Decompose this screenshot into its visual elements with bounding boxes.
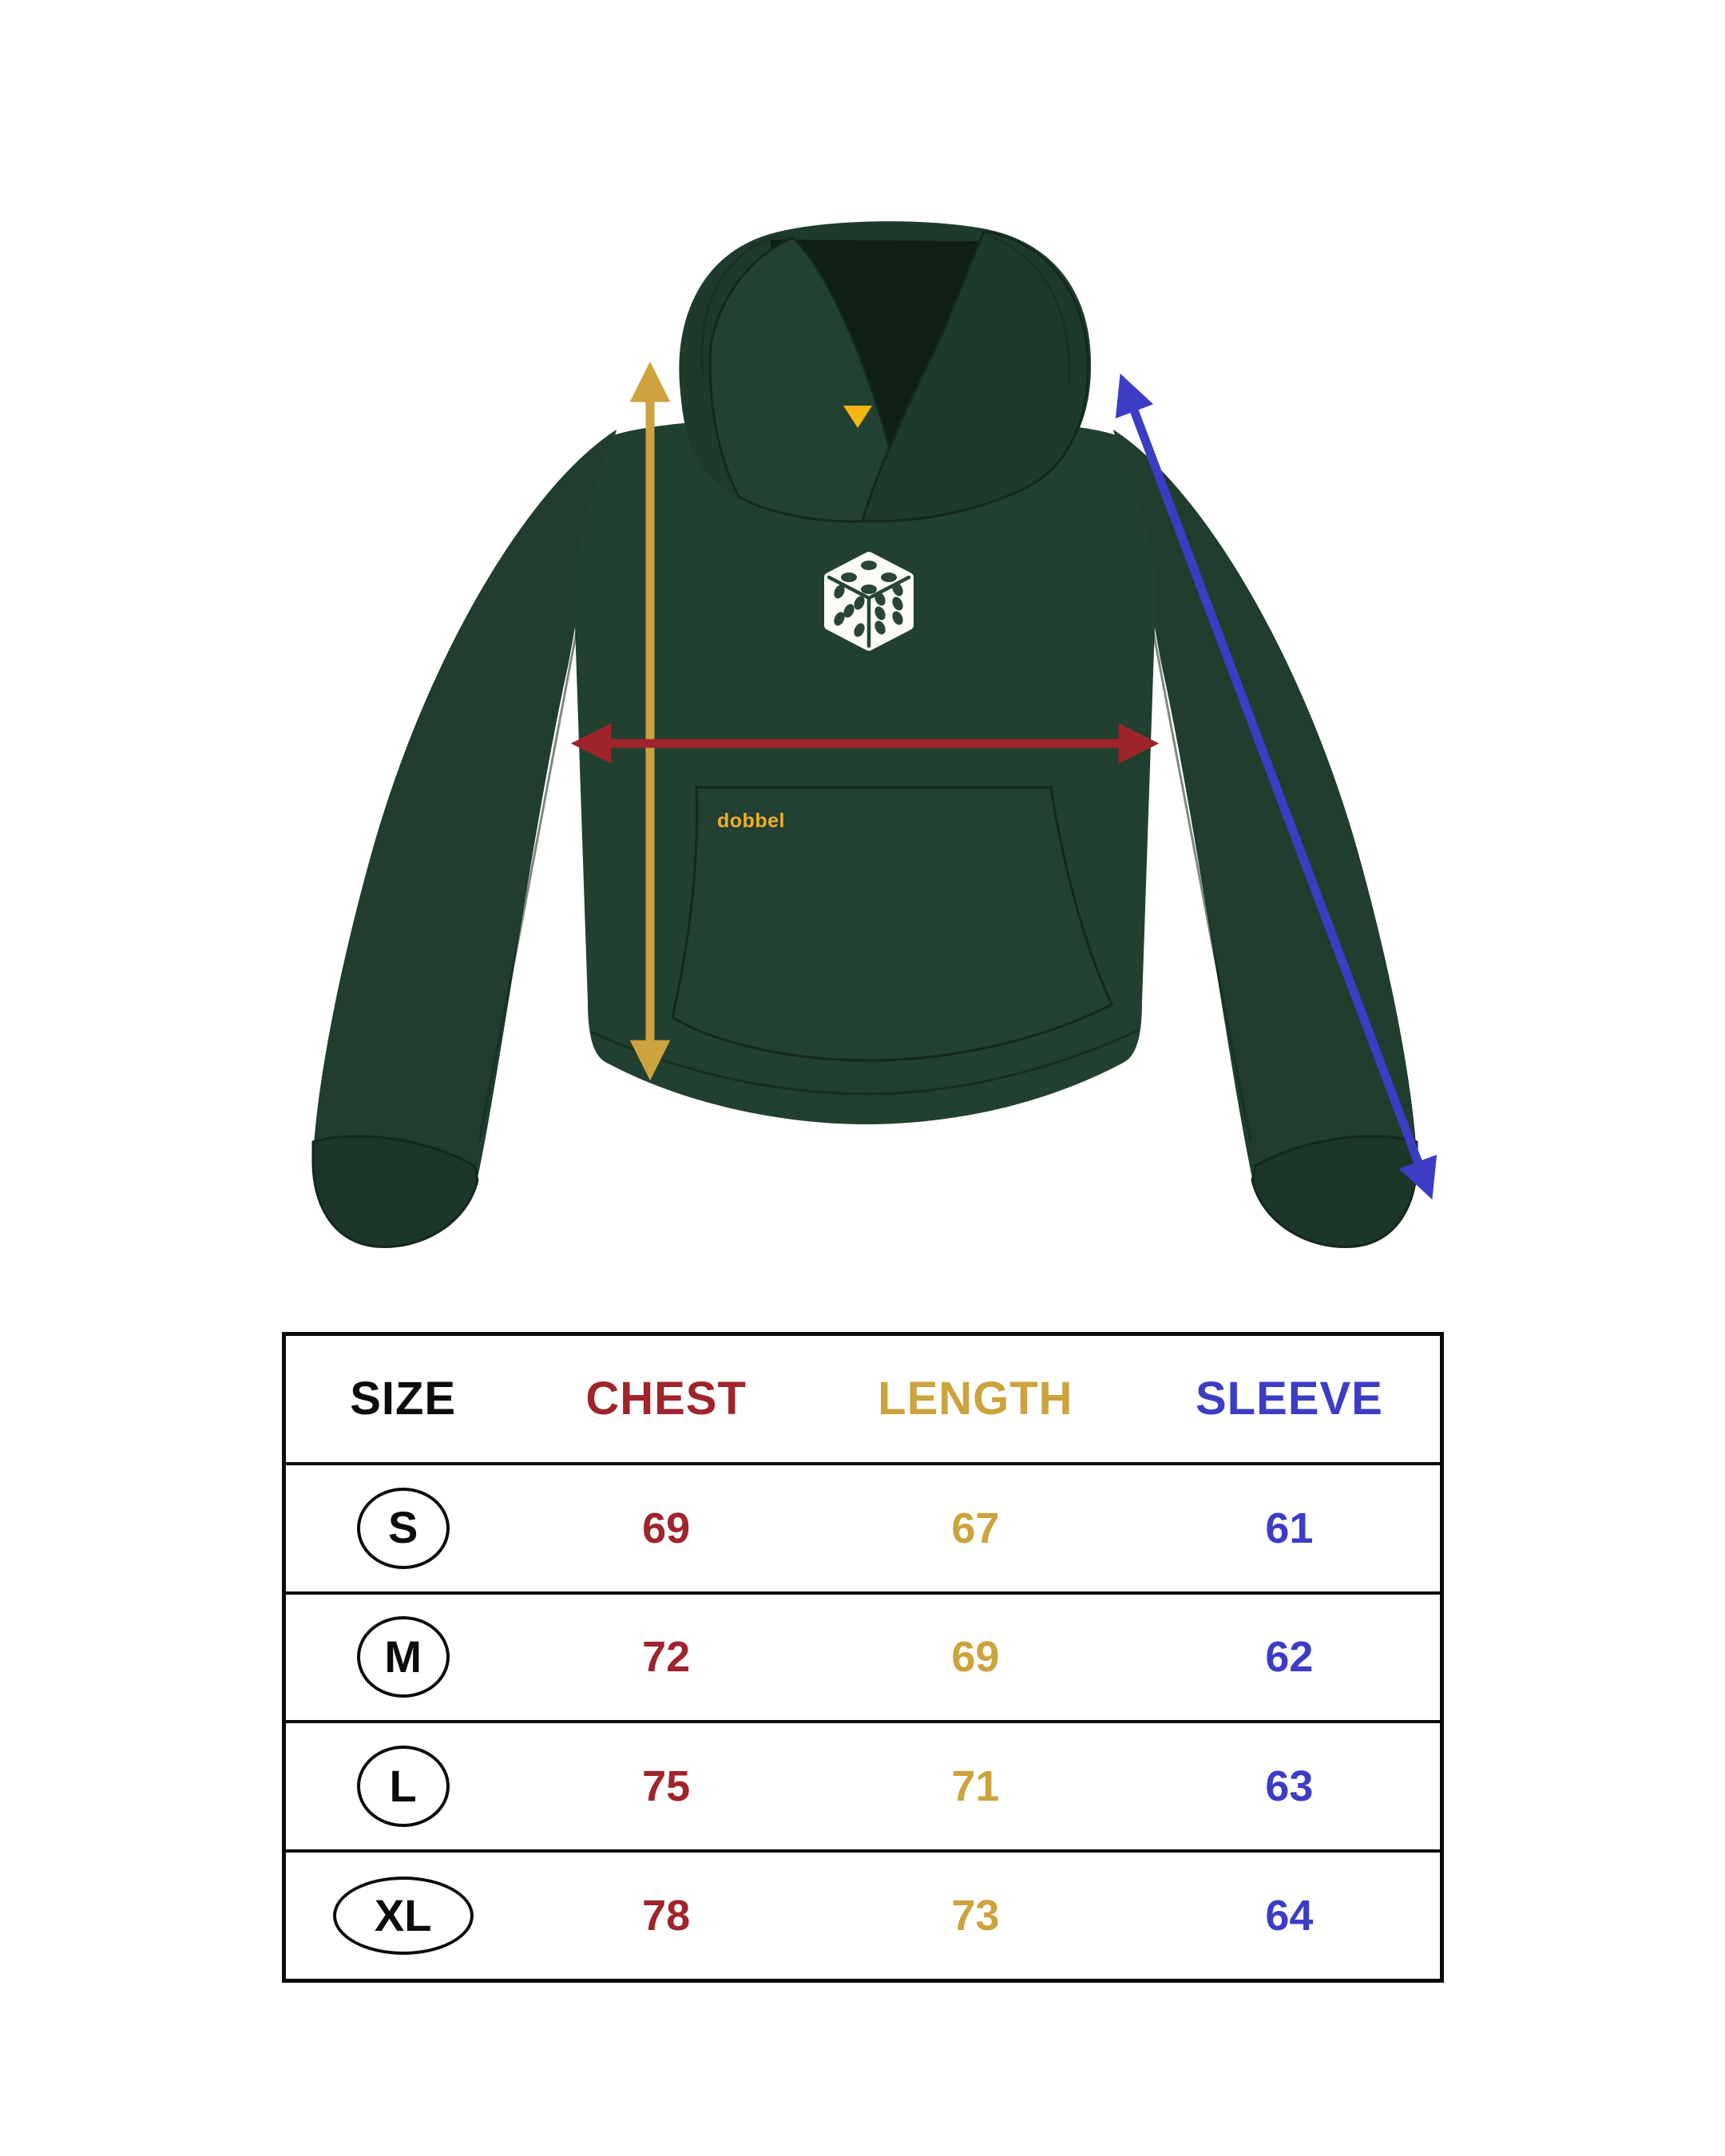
length-value: 73 [951,1892,1000,1940]
hood-right-flap [861,230,1089,523]
hood [679,221,1092,523]
brand-logo-text: dobbel [717,810,785,832]
table-row: XL 78 73 64 [286,1849,1440,1979]
sleeve-value: 63 [1265,1762,1314,1811]
hem-seam [590,1028,1140,1096]
table-row: M 72 69 62 [286,1591,1440,1721]
hoodie-illustration: dobbel [311,221,1438,1248]
length-value: 71 [951,1762,1000,1811]
left-sleeve [311,430,617,1248]
size-badge: L [356,1746,450,1828]
sleeve-value: 62 [1265,1633,1314,1682]
column-header-size: SIZE [350,1373,457,1425]
sleeve-arrow [1115,373,1438,1200]
kangaroo-pocket [671,786,1113,1062]
dice-logo-icon [824,552,914,651]
length-value: 69 [951,1633,1000,1682]
sleeve-value: 64 [1265,1892,1314,1940]
chest-value: 78 [642,1892,691,1940]
table-row: L 75 71 63 [286,1720,1440,1849]
table-header-row: SIZE CHEST LENGTH SLEEVE [286,1336,1440,1462]
size-badge: S [356,1487,450,1569]
sleeve-value: 61 [1265,1504,1314,1552]
chest-value: 69 [642,1504,691,1552]
column-header-chest: CHEST [585,1373,747,1425]
size-badge: M [356,1616,450,1698]
column-header-sleeve: SLEEVE [1195,1373,1383,1425]
size-badge: XL [332,1877,474,1956]
chest-value: 72 [642,1633,691,1682]
length-value: 67 [951,1504,1000,1552]
neck-label [843,406,872,428]
chest-value: 75 [642,1762,691,1811]
column-header-length: LENGTH [878,1373,1073,1425]
left-cuff [311,1135,479,1248]
table-row: S 69 67 61 [286,1461,1440,1591]
right-sleeve [1113,430,1418,1248]
size-table: SIZE CHEST LENGTH SLEEVE S 69 67 61 M 72… [282,1332,1444,1983]
